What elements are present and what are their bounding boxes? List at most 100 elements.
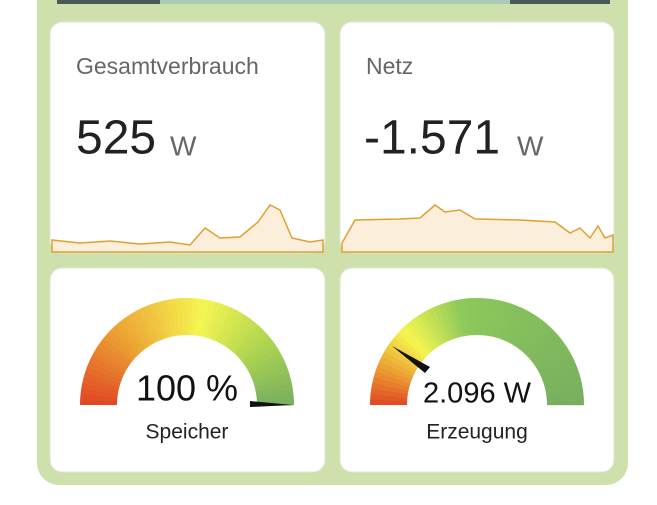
gauge-segment xyxy=(170,298,180,336)
gauge-segment xyxy=(164,299,177,337)
gauge-segment xyxy=(529,333,561,362)
gauge-segment xyxy=(443,301,460,339)
gauge-segment xyxy=(423,309,446,345)
gauge-segment xyxy=(254,377,292,391)
gauge-segment xyxy=(187,298,193,336)
gauge-segment xyxy=(231,321,259,354)
sparkline xyxy=(341,204,614,253)
gauge-segment xyxy=(225,315,251,349)
gauge-segment xyxy=(433,305,453,342)
gauge-segment xyxy=(201,300,215,338)
gauge-arc xyxy=(80,298,294,406)
gauge-segment xyxy=(487,299,500,337)
gauge-segment xyxy=(256,393,294,402)
gauge-segment xyxy=(377,361,414,380)
gauge-segment xyxy=(370,387,408,398)
gauge-value: 100 % xyxy=(136,368,238,409)
gauge-segment xyxy=(390,337,423,364)
gauge-segment xyxy=(414,315,440,349)
gauge-segment xyxy=(491,300,505,338)
card-unit: W xyxy=(517,130,544,161)
gauge-segment xyxy=(405,321,434,353)
gauge-segment xyxy=(153,301,170,339)
gauge-segment xyxy=(241,337,274,365)
card xyxy=(49,21,326,254)
gauge-segment xyxy=(81,382,119,395)
gauge-segment xyxy=(197,299,210,337)
gauge-segment xyxy=(205,301,221,339)
gauge-segment xyxy=(128,312,153,347)
sensor-card[interactable]: Gesamtverbrauch 525 W xyxy=(49,21,326,254)
gauge-segment xyxy=(247,351,283,374)
gauge-segment xyxy=(518,318,545,351)
gauge-segment xyxy=(250,361,287,381)
gauge-segment xyxy=(381,351,417,374)
gauge-segment xyxy=(498,303,516,340)
card-title: Gesamtverbrauch xyxy=(76,53,259,79)
gauge-segment xyxy=(194,298,205,336)
gauge-segment xyxy=(379,356,415,377)
gauge-segment xyxy=(148,303,166,340)
gauge-segment xyxy=(115,321,144,353)
gauge-segment xyxy=(243,342,277,368)
card-unit: W xyxy=(170,130,197,161)
gauge-segment xyxy=(384,346,419,370)
gauge-segment xyxy=(233,325,263,356)
gauge-segment xyxy=(409,318,437,351)
gauge-segment xyxy=(239,333,271,362)
gauge-segment xyxy=(471,298,478,336)
gauge-segment xyxy=(124,315,150,349)
gauge-segment xyxy=(545,382,583,395)
gauge-segment xyxy=(438,303,456,340)
gauge-segment xyxy=(515,315,541,349)
gauge-segment xyxy=(85,366,122,384)
gauge-segment xyxy=(512,312,536,347)
gauge-segment xyxy=(460,298,470,336)
gauge-segment xyxy=(397,329,428,359)
gauge-segment xyxy=(393,333,426,361)
gauge-segment xyxy=(133,309,156,345)
gauge-segment xyxy=(454,299,467,337)
gauge-segment xyxy=(372,377,410,391)
gauge-segment xyxy=(138,307,159,343)
gauge-segment xyxy=(119,318,147,351)
gauge-card[interactable] xyxy=(49,267,326,473)
top-strip-right xyxy=(510,0,610,4)
gauge-segment xyxy=(159,300,173,338)
gauge-segment xyxy=(249,356,285,377)
gauge-card[interactable] xyxy=(339,267,615,473)
gauge-segment xyxy=(97,341,131,367)
gauge-segment xyxy=(543,371,581,388)
gauge-segment xyxy=(143,305,163,342)
gauge-segment xyxy=(82,377,120,391)
card-value: 525 xyxy=(76,112,156,165)
gauge-segment xyxy=(508,309,531,345)
gauge-segment xyxy=(103,333,136,361)
gauge-segment xyxy=(523,325,553,356)
gauge-segment xyxy=(181,298,188,336)
gauge-segment xyxy=(89,356,125,377)
sensor-card[interactable]: Netz -1.571 W xyxy=(339,21,615,254)
card-title: Netz xyxy=(366,53,413,79)
gauge-segment xyxy=(190,298,199,336)
gauge-segment xyxy=(107,329,138,359)
gauge-segment xyxy=(208,303,226,340)
gauge-segment xyxy=(370,393,408,402)
gauge-segment xyxy=(175,298,184,336)
gauge-segment xyxy=(418,312,443,347)
gauge-needle xyxy=(250,401,293,407)
gauge-segment xyxy=(91,351,127,374)
card-value: -1.571 xyxy=(364,112,500,165)
gauge-segment xyxy=(375,366,412,384)
gauge-arc xyxy=(369,298,584,406)
gauge-segment xyxy=(537,351,573,374)
gauge-segment xyxy=(111,325,141,356)
gauge-segment xyxy=(480,298,489,336)
gauge-segment xyxy=(540,361,577,381)
gauge-segment xyxy=(80,399,118,405)
gauge-value: 2.096 W xyxy=(423,378,532,410)
gauge-segment xyxy=(236,329,267,359)
gauge-segment xyxy=(80,393,118,402)
